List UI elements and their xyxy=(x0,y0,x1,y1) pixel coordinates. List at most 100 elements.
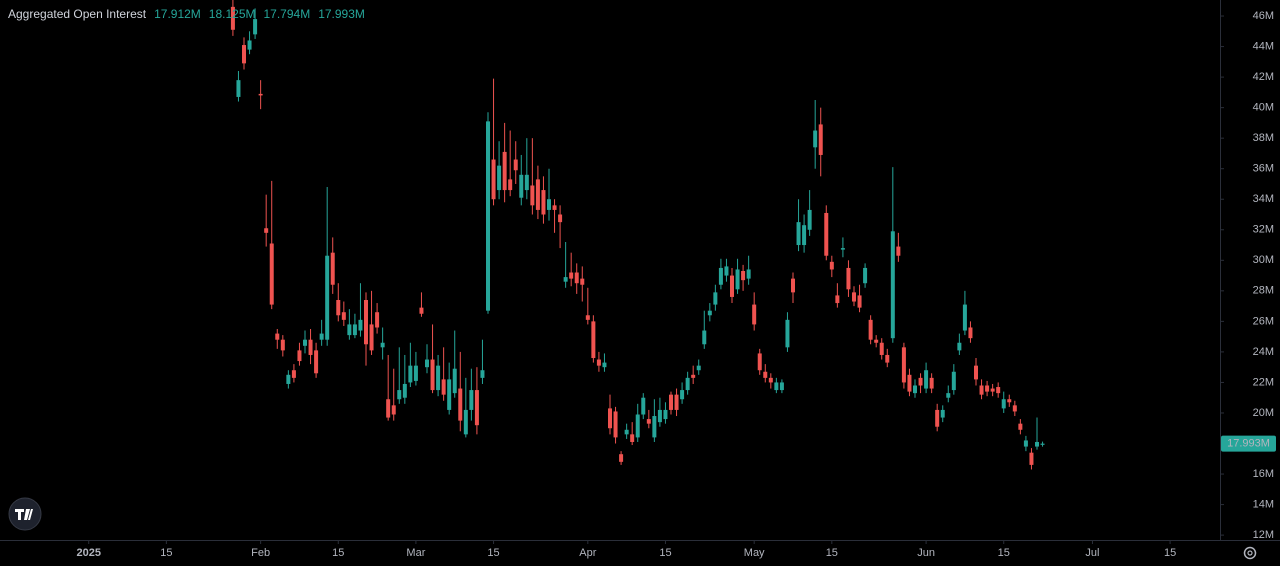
candle-body xyxy=(802,225,807,246)
candle-body xyxy=(369,324,374,351)
y-tick-label: 38M xyxy=(1253,132,1274,144)
candle-body xyxy=(824,212,829,256)
candle-body xyxy=(469,390,474,410)
y-tick-label: 36M xyxy=(1253,163,1274,175)
candle-body xyxy=(585,315,590,320)
candle-body xyxy=(486,121,490,311)
candle-body xyxy=(303,339,307,346)
candle-body xyxy=(791,278,795,293)
candle-body xyxy=(924,370,929,389)
candle-body xyxy=(230,6,235,30)
candle-body xyxy=(308,339,313,355)
candle-body xyxy=(269,243,274,305)
logo-badge xyxy=(8,497,42,531)
tradingview-logo[interactable] xyxy=(8,497,42,531)
candle-body xyxy=(242,45,246,64)
y-tick-label: 30M xyxy=(1253,254,1274,266)
candle-body xyxy=(314,350,319,374)
candle-body xyxy=(436,365,441,391)
candle-body xyxy=(946,393,951,398)
candle-body xyxy=(491,159,496,200)
candle-body xyxy=(1007,399,1012,403)
candle-body xyxy=(319,333,324,340)
candle-body xyxy=(835,295,840,304)
candle-body xyxy=(458,388,463,421)
candle-body xyxy=(413,365,418,381)
candle-body xyxy=(508,179,513,191)
candle-body xyxy=(768,377,773,383)
candle-body xyxy=(951,371,956,391)
candle-body xyxy=(796,222,801,246)
axes: 12M14M16M18M20M22M24M26M28M30M32M34M36M3… xyxy=(76,10,1276,559)
candle-body xyxy=(968,327,973,339)
candle-body xyxy=(979,385,984,395)
candle-body xyxy=(940,409,945,418)
candle-body xyxy=(624,429,629,435)
candle-body xyxy=(779,382,784,391)
candle-body xyxy=(657,409,662,423)
candle-body xyxy=(907,374,912,392)
candle-body xyxy=(380,342,385,348)
candle-body xyxy=(696,365,701,371)
candle-body xyxy=(530,185,535,206)
candle-body xyxy=(974,365,978,380)
price-label: 17.993M xyxy=(1227,438,1270,450)
candle-body xyxy=(1012,405,1017,412)
candle-body xyxy=(425,359,429,368)
candle-body xyxy=(447,379,452,410)
candle-body xyxy=(502,151,507,191)
candle-body xyxy=(430,359,435,391)
x-tick-label: Jul xyxy=(1085,547,1099,559)
x-tick-label: Apr xyxy=(579,547,596,559)
candle-body xyxy=(391,405,396,415)
candle-body xyxy=(402,383,407,398)
candle-body xyxy=(330,252,335,285)
candle-body xyxy=(1001,399,1006,409)
candle-body xyxy=(868,319,873,340)
candle-body xyxy=(929,377,934,389)
candle-body xyxy=(1023,440,1028,447)
candle-body xyxy=(608,408,612,429)
candle-body xyxy=(364,300,368,345)
candle-body xyxy=(829,261,834,270)
candle-body xyxy=(785,319,790,348)
candle-body xyxy=(863,267,868,284)
candle-body xyxy=(497,165,502,191)
candle-body xyxy=(746,269,751,279)
candle-body xyxy=(985,385,990,392)
candle-body xyxy=(325,255,330,340)
legend-value: 17.993M xyxy=(318,7,365,21)
x-tick-label: Jun xyxy=(917,547,935,559)
legend-value: 17.794M xyxy=(264,7,311,21)
candle-body xyxy=(386,399,391,418)
candle-body xyxy=(347,324,352,336)
candle-body xyxy=(813,130,818,148)
candle-body xyxy=(253,19,258,35)
candle-body xyxy=(258,93,263,96)
candle-body xyxy=(663,409,668,420)
candle-body xyxy=(463,409,468,435)
candle-body xyxy=(513,159,518,171)
candle-body xyxy=(291,370,296,378)
legend: Aggregated Open Interest 17.912M 18.125M 17… xyxy=(8,7,365,21)
candle-body xyxy=(474,390,479,426)
candle-body xyxy=(807,209,812,230)
candle-body xyxy=(669,394,673,410)
settings-button[interactable] xyxy=(1243,546,1257,560)
legend-title: Aggregated Open Interest xyxy=(8,7,147,21)
candle-body xyxy=(286,374,291,384)
candle-body xyxy=(741,270,746,281)
candle-body xyxy=(397,390,402,400)
settings-icon-core xyxy=(1247,550,1253,556)
candles xyxy=(230,0,1045,470)
y-tick-label: 28M xyxy=(1253,285,1274,297)
candle-body xyxy=(680,390,685,400)
x-tick-label: Mar xyxy=(406,547,425,559)
candle-body xyxy=(913,385,917,394)
candle-body xyxy=(480,370,485,378)
y-tick-label: 34M xyxy=(1253,193,1274,205)
y-tick-label: 14M xyxy=(1253,498,1274,510)
candle-body xyxy=(336,300,341,316)
candle-body xyxy=(646,419,651,424)
